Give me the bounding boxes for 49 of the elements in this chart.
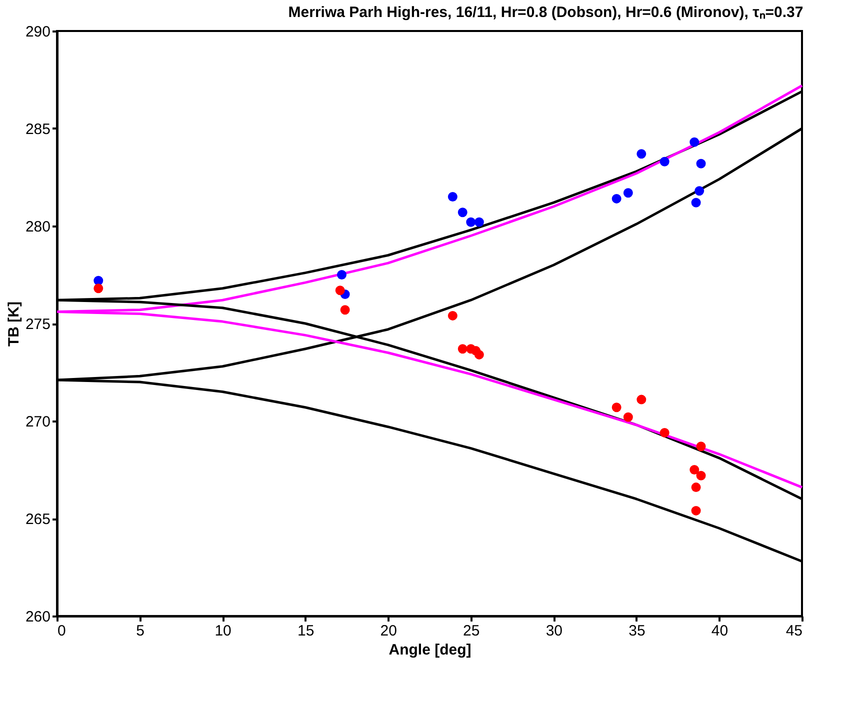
point <box>660 156 670 166</box>
x-axis-title: Angle [deg] <box>388 642 472 658</box>
y-tick-label: 270 <box>25 414 50 430</box>
point <box>691 482 701 492</box>
point <box>696 470 706 480</box>
x-tick-label: 5 <box>136 622 144 640</box>
x-tick-label: 10 <box>214 622 232 640</box>
point <box>335 286 345 296</box>
point <box>458 208 468 218</box>
point <box>474 350 484 360</box>
x-tick-label: 0 <box>58 622 66 640</box>
point <box>612 194 622 204</box>
point <box>696 158 706 168</box>
y-tick-label: 290 <box>25 24 50 40</box>
y-axis-title: TB [K] <box>5 302 22 346</box>
y-tick-label: 280 <box>25 218 50 236</box>
point <box>660 428 670 438</box>
point <box>636 149 646 159</box>
x-tick-label: 35 <box>628 622 646 640</box>
point <box>94 276 104 286</box>
x-tick-label: 45 <box>786 622 802 640</box>
y-tick-label: 275 <box>25 316 50 333</box>
point <box>448 310 458 320</box>
point <box>612 402 622 412</box>
x-tick-label: 40 <box>711 622 728 640</box>
chart-title: Merriwa Parh High-res, 16/11, Hr=0.8 (Dobson), Hr=0.6 (Mironov), τₙ=0.37 <box>288 4 804 21</box>
point <box>623 188 633 198</box>
point <box>340 305 350 315</box>
point <box>694 186 704 196</box>
x-tick-label: 20 <box>380 622 397 640</box>
point <box>474 217 484 227</box>
x-tick-label: 15 <box>297 622 314 640</box>
point <box>691 506 701 516</box>
point <box>458 344 468 354</box>
point <box>690 137 700 147</box>
x-tick-label: 30 <box>546 622 563 640</box>
x-tick-label: 25 <box>463 622 480 640</box>
point <box>691 198 701 208</box>
point <box>623 412 633 422</box>
y-tick-label: 260 <box>25 608 50 626</box>
y-tick-label: 285 <box>25 121 50 138</box>
point <box>448 192 458 202</box>
point <box>466 217 476 227</box>
point <box>690 465 700 474</box>
point <box>94 284 104 294</box>
y-tick-label: 265 <box>25 511 50 528</box>
point <box>696 442 706 452</box>
point <box>337 270 346 280</box>
point <box>636 394 646 404</box>
